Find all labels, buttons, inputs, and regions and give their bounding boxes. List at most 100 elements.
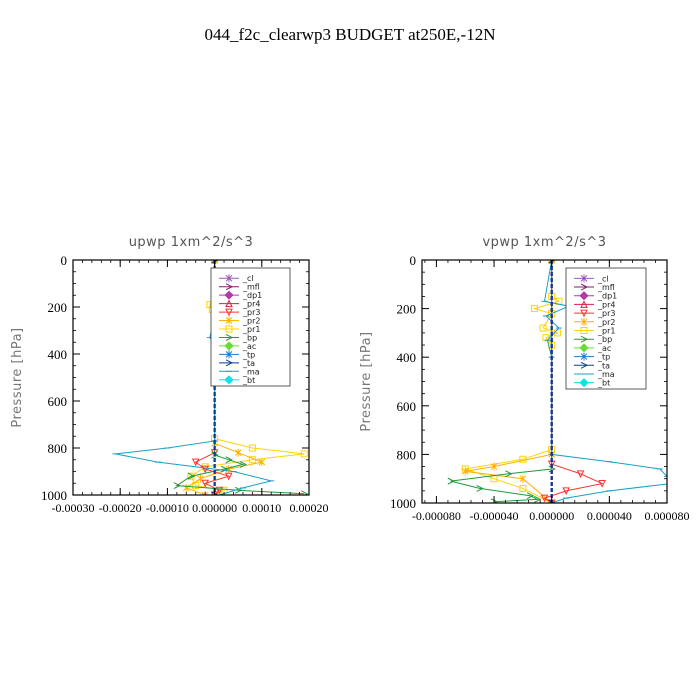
- legend-item: _dp1: [574, 291, 617, 301]
- legend-label: _pr1: [597, 327, 615, 336]
- data-point-pr3: [201, 479, 209, 488]
- legend-label: _dp1: [597, 292, 617, 301]
- x-tick-label: -0.000040: [470, 509, 519, 523]
- x-tick-label: 0.000080: [645, 509, 690, 523]
- x-tick-label: -0.00010: [146, 501, 189, 515]
- legend-item: _mfl: [219, 283, 260, 292]
- data-point-bp: [534, 495, 542, 503]
- data-point-bp: [490, 498, 499, 503]
- data-point-pr2: [490, 462, 498, 471]
- legend-label: _pr1: [242, 325, 260, 334]
- x-tick-label: -0.00030: [52, 501, 95, 515]
- legend-box: [210, 267, 291, 387]
- legend-marker: [225, 283, 234, 291]
- legend-label: _dp1: [242, 291, 262, 300]
- series-line-bp: [450, 260, 553, 503]
- data-point-bp: [234, 486, 243, 494]
- data-point-pr1: [248, 444, 256, 452]
- chart-title: upwp 1xm^2/s^3: [129, 235, 254, 250]
- y-tick-label: 0: [61, 253, 68, 268]
- data-point-pr2: [461, 467, 469, 476]
- data-point-bp: [476, 484, 484, 492]
- legend-item: _mfl: [574, 283, 615, 292]
- data-point-bp: [220, 465, 229, 473]
- data-point-pr3: [224, 472, 233, 481]
- legend-label: _bp: [597, 335, 612, 344]
- legend: _cl_mfl_dp1_pr4_pr3_pr2_pr1_bp_ac_tp_ta_…: [565, 267, 647, 390]
- y-tick-label: 400: [48, 347, 68, 362]
- legend-item: _cl: [219, 274, 254, 283]
- legend-item: _tp: [574, 353, 610, 362]
- data-point-bp: [526, 492, 535, 500]
- legend-label: _ac: [597, 344, 611, 353]
- legend-label: _cl: [242, 274, 254, 283]
- y-tick-label: 400: [397, 350, 417, 365]
- y-tick-label: 1000: [390, 496, 416, 511]
- legend-item: _ta: [219, 359, 255, 368]
- legend-marker: [580, 361, 589, 369]
- series-line-bp: [175, 260, 305, 495]
- figure-title: 044_f2c_clearwp3 BUDGET at250E,-12N: [205, 25, 496, 44]
- legend-item: _pr4: [574, 300, 615, 309]
- legend-item: _ma: [574, 370, 615, 379]
- legend-label: _ma: [597, 370, 615, 379]
- legend-label: _pr2: [242, 317, 260, 326]
- legend-item: _pr3: [219, 308, 260, 317]
- chart-panel-left: upwp 1xm^2/s^3 Pressure [hPa] -0.00030 -0.0…: [10, 235, 329, 515]
- data-point-bp: [173, 482, 181, 490]
- legend-marker: [580, 283, 589, 291]
- y-axis-label: Pressure [hPa]: [359, 331, 374, 431]
- legend-marker: [579, 291, 589, 301]
- data-point-bp: [447, 477, 455, 485]
- x-tick-label: -0.00020: [99, 501, 142, 515]
- data-point-ta: [548, 499, 556, 503]
- data-point-bp: [187, 472, 196, 480]
- legend-marker: [225, 299, 233, 308]
- legend-item: _pr2: [574, 318, 615, 327]
- data-point-pr1: [542, 334, 550, 342]
- legend-label: _ac: [242, 342, 256, 351]
- x-tick-label: 0.000000: [529, 509, 574, 523]
- series-line-pr1: [190, 260, 305, 495]
- legend-marker: [580, 309, 588, 318]
- data-point-pr1: [192, 482, 200, 490]
- legend-item: _pr1: [219, 325, 260, 334]
- data-point-pr3: [191, 458, 200, 467]
- data-point-pr1: [519, 455, 527, 463]
- legend-item: _pr4: [219, 299, 260, 309]
- legend-label: _ma: [242, 367, 260, 376]
- chart-panel-right: vpwp 1xm^2/s^3 Pressure [hPa] -0.000080 -0.…: [359, 235, 690, 523]
- legend-marker: [224, 375, 234, 385]
- data-point-pr1: [539, 324, 547, 332]
- legend-marker: [224, 290, 234, 300]
- y-tick-label: 1000: [41, 488, 67, 503]
- legend-item: _pr1: [574, 327, 615, 336]
- y-tick-label: 0: [410, 253, 417, 268]
- data-point-bp: [239, 461, 248, 468]
- legend-item: _pr3: [574, 309, 615, 318]
- legend-marker: [225, 334, 234, 341]
- x-tick-label: 0.00020: [290, 501, 329, 515]
- legend-label: _bt: [242, 376, 255, 385]
- legend-label: _mfl: [597, 283, 615, 292]
- legend-marker: [224, 341, 234, 351]
- legend: _cl_mfl_dp1_pr4_pr3_pr2_pr1_bp_ac_tp_ta_…: [210, 267, 291, 387]
- y-tick-label: 600: [397, 399, 417, 414]
- data-point-pr2: [234, 448, 242, 457]
- data-point-bp: [505, 470, 513, 478]
- data-point-pr1: [300, 450, 308, 458]
- legend-label: _tp: [242, 350, 255, 359]
- chart-title: vpwp 1xm^2/s^3: [482, 235, 606, 250]
- legend-label: _pr3: [242, 308, 260, 317]
- legend-item: _dp1: [219, 290, 262, 300]
- legend-item: _bp: [574, 335, 612, 344]
- legend-item: _bt: [574, 378, 610, 388]
- data-point-ta: [211, 260, 219, 264]
- data-point-bp: [301, 490, 309, 495]
- y-tick-label: 800: [397, 447, 417, 462]
- legend-marker: [580, 300, 588, 308]
- x-tick-label: 0.000040: [587, 509, 632, 523]
- data-point-pr3: [598, 480, 606, 488]
- legend-marker: [580, 352, 588, 361]
